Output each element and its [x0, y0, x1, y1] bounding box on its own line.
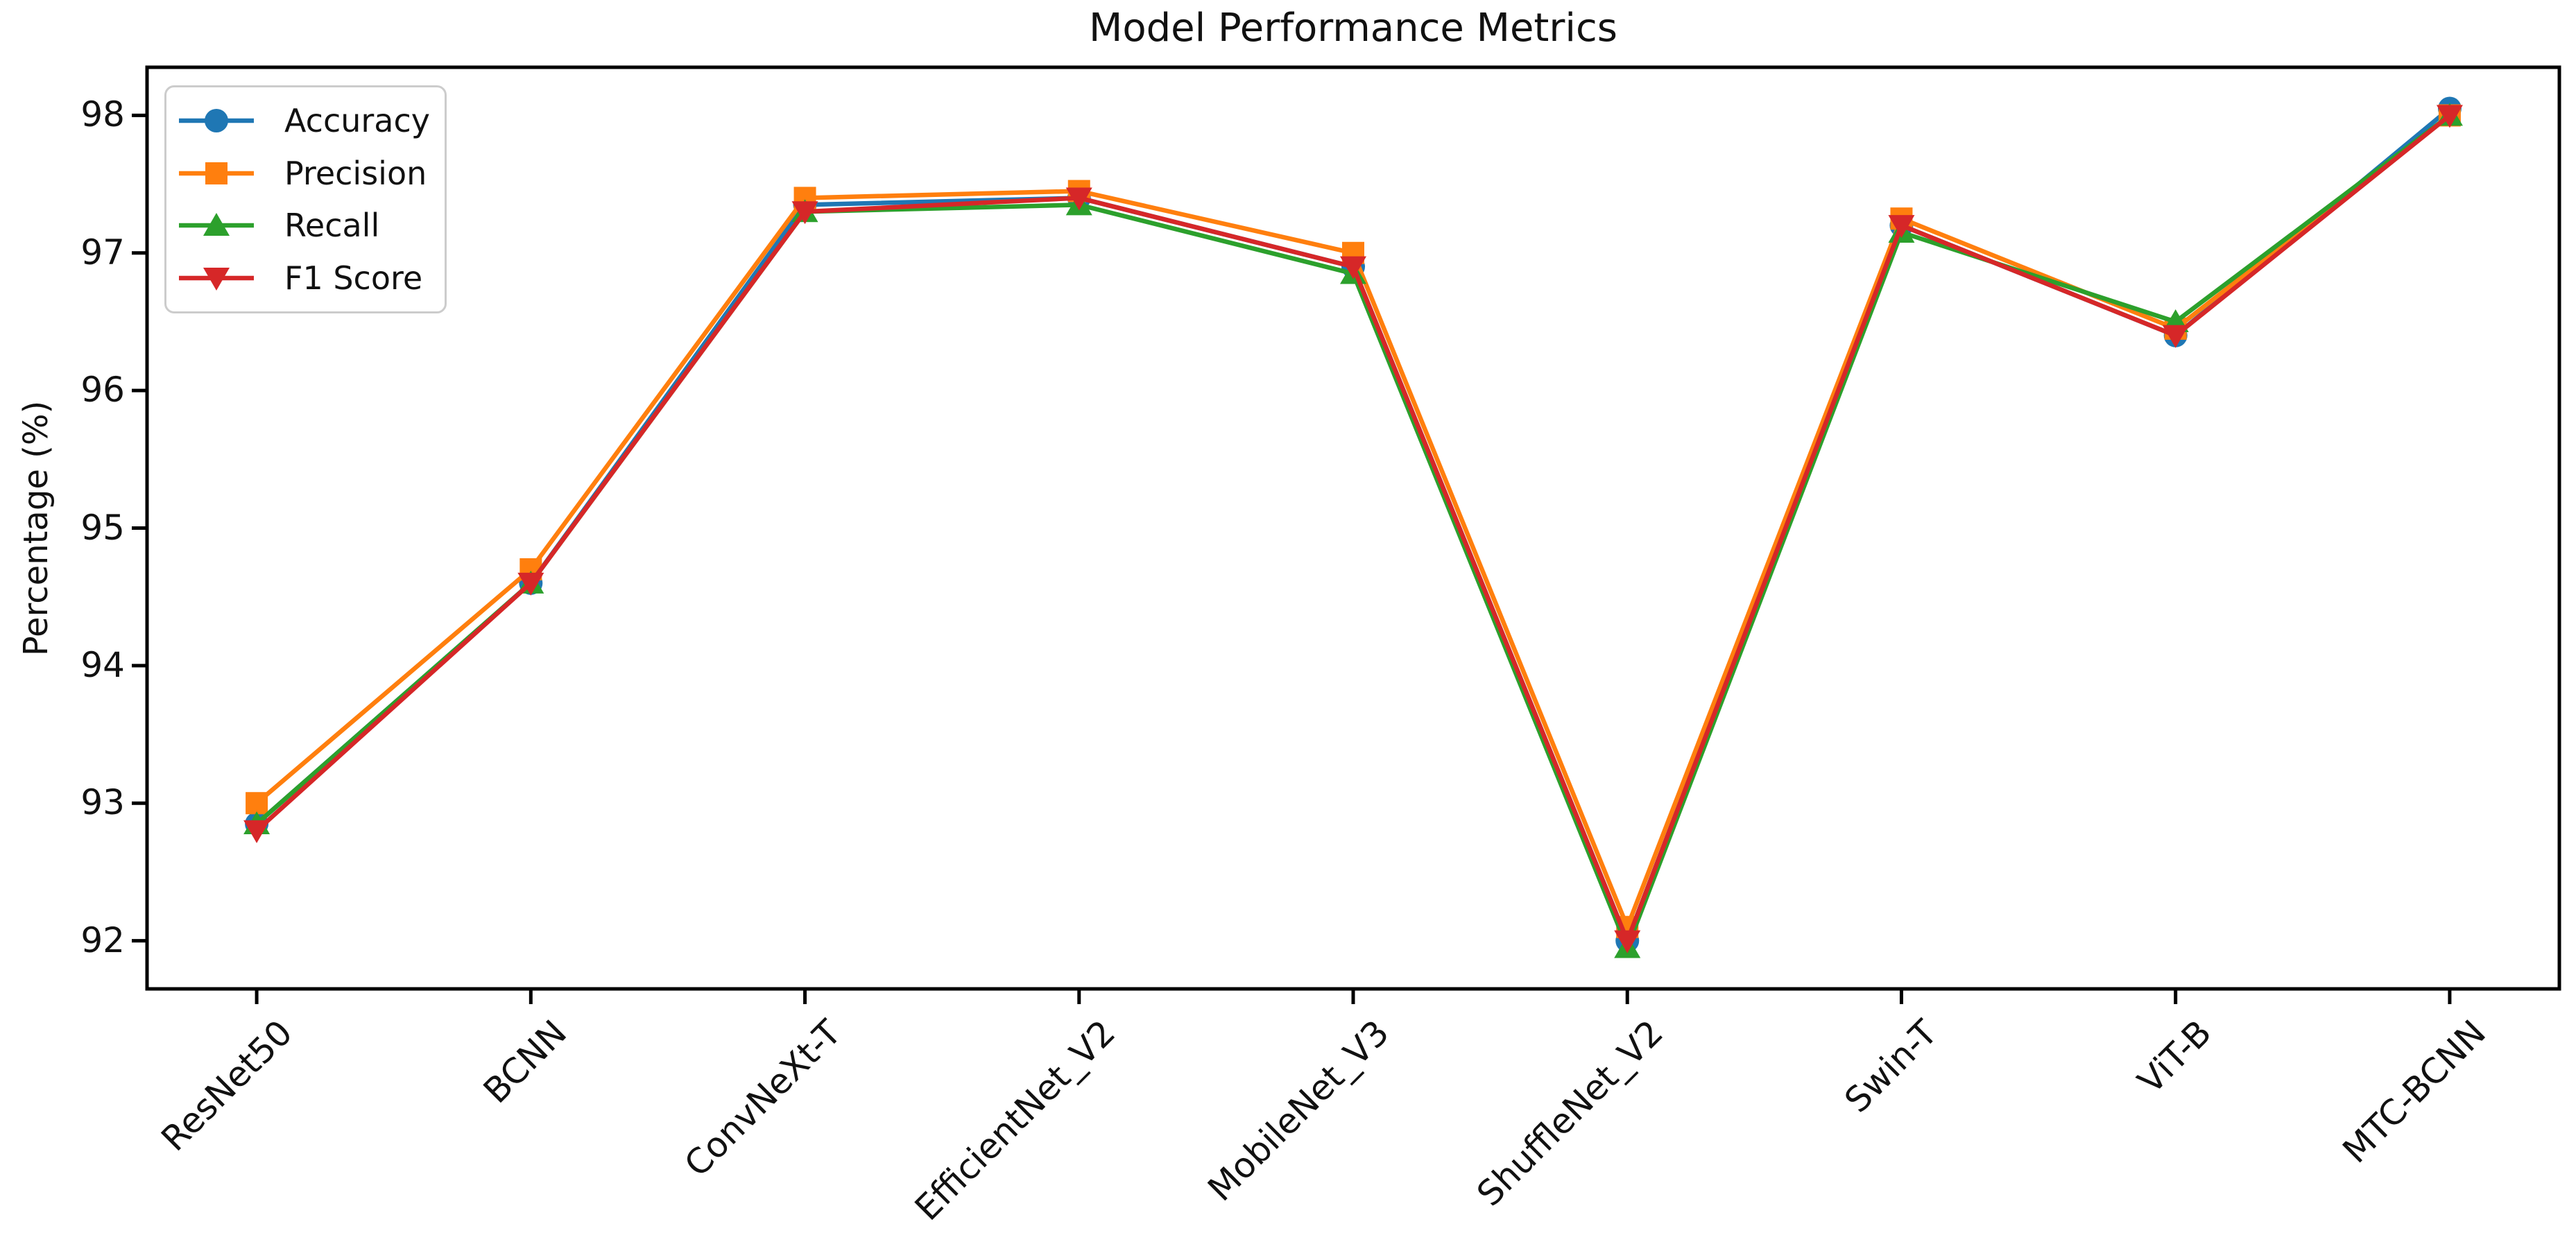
legend-item-precision: Precision — [178, 154, 445, 193]
triangle-up-marker-icon — [179, 213, 254, 236]
legend-label: Accuracy — [284, 101, 431, 139]
data-point-f1-score-resnet50 — [243, 820, 271, 843]
y-tick-label-94: 94 — [80, 644, 125, 685]
series-line-precision — [255, 113, 2451, 929]
y-tick-label-95: 95 — [80, 507, 125, 548]
triangle-down-marker-icon — [179, 268, 254, 291]
legend-label: Recall — [284, 207, 380, 245]
series-line-recall — [255, 113, 2451, 950]
y-tick-label-98: 98 — [80, 94, 125, 135]
series-line-f1-score — [255, 113, 2451, 943]
y-tick-label-96: 96 — [80, 369, 125, 410]
data-point-f1-score-efficientnet-v2 — [1065, 187, 1092, 211]
legend-label: F1 Score — [284, 259, 423, 297]
chart-title: Model Performance Metrics — [1089, 6, 1617, 51]
data-point-f1-score-shufflenet-v2 — [1614, 930, 1641, 954]
data-point-f1-score-swin-t — [1888, 215, 1915, 239]
circle-marker-icon — [179, 108, 254, 132]
data-point-f1-score-vit-b — [2162, 325, 2189, 348]
y-tick-label-97: 97 — [80, 232, 125, 273]
data-point-precision-resnet50 — [246, 792, 268, 815]
y-tick-label-92: 92 — [80, 920, 125, 960]
legend-label: Precision — [284, 154, 427, 192]
legend-item-recall: Recall — [178, 206, 445, 245]
legend-item-accuracy: Accuracy — [178, 101, 445, 140]
legend: Accuracy Precision Recall F1 Score — [164, 85, 447, 313]
square-marker-icon — [179, 162, 254, 184]
y-tick-label-93: 93 — [80, 782, 125, 823]
data-point-f1-score-convnext-t — [791, 201, 818, 225]
axes-frame — [145, 65, 2561, 991]
series-line-accuracy — [255, 107, 2451, 943]
legend-item-f1-score: F1 Score — [178, 259, 445, 297]
data-point-f1-score-mtc-bcnn — [2436, 105, 2463, 128]
data-point-f1-score-mobilenet-v3 — [1340, 256, 1366, 279]
data-point-f1-score-bcnn — [517, 572, 544, 596]
